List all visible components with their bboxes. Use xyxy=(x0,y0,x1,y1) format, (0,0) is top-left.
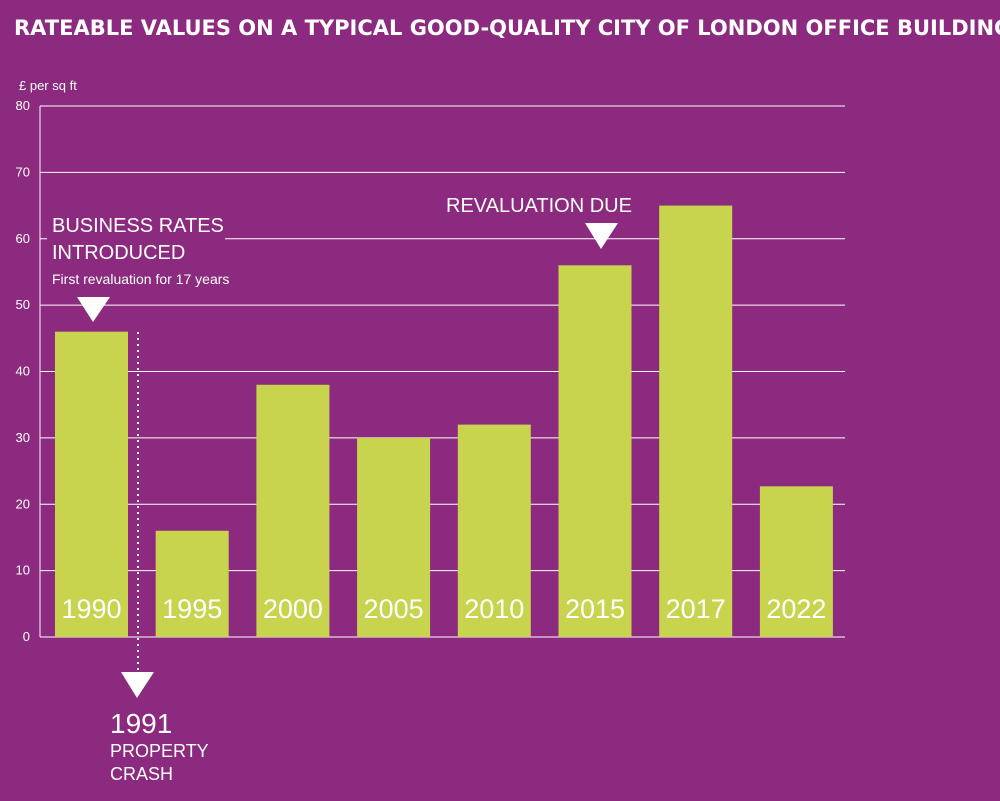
crash-year-label: 1991 xyxy=(110,708,172,739)
bar-2022 xyxy=(759,486,833,637)
bar-label-2022: 2022 xyxy=(766,594,826,624)
y-tick-label-80: 80 xyxy=(16,98,30,113)
bar-labels: 1990 1995 2000 2005 2010 2015 2017 2022 xyxy=(61,594,826,624)
bar-label-1995: 1995 xyxy=(162,594,222,624)
bar-label-2000: 2000 xyxy=(263,594,323,624)
business-rates-label-bg xyxy=(47,208,225,292)
bar-2000 xyxy=(256,384,330,637)
bar-label-1990: 1990 xyxy=(61,594,121,624)
crash-arrow-icon xyxy=(121,672,154,698)
revaluation-due-label: REVALUATION DUE xyxy=(446,195,632,217)
y-tick-label-50: 50 xyxy=(16,297,30,312)
business-rates-arrow-icon xyxy=(77,297,110,322)
bars xyxy=(55,205,833,637)
crash-line2-label: CRASH xyxy=(110,764,173,784)
bar-2010 xyxy=(457,424,531,637)
y-axis-ticks: 0 10 20 30 40 50 60 70 80 xyxy=(16,98,30,644)
revaluation-label-bg xyxy=(440,192,630,218)
bar-label-2015: 2015 xyxy=(565,594,625,624)
y-tick-label-40: 40 xyxy=(16,364,30,379)
bar-label-2010: 2010 xyxy=(464,594,524,624)
bar-1995 xyxy=(155,530,229,637)
business-rates-line2: INTRODUCED xyxy=(52,242,185,264)
bar-1990 xyxy=(55,331,128,637)
bar-2005 xyxy=(357,437,431,637)
y-tick-label-60: 60 xyxy=(16,231,30,246)
y-tick-label-20: 20 xyxy=(16,496,30,511)
bar-2015 xyxy=(558,265,632,637)
bar-label-2005: 2005 xyxy=(364,594,424,624)
business-rates-line1: BUSINESS RATES xyxy=(52,215,224,237)
crash-line1-label: PROPERTY xyxy=(110,741,209,761)
y-tick-label-0: 0 xyxy=(23,629,30,644)
y-tick-label-30: 30 xyxy=(16,430,30,445)
chart-title: RATEABLE VALUES ON A TYPICAL GOOD-QUALIT… xyxy=(14,16,1000,40)
revaluation-arrow-icon xyxy=(585,223,618,249)
y-axis-unit-label: £ per sq ft xyxy=(19,78,77,93)
y-tick-label-70: 70 xyxy=(16,164,30,179)
bar-label-2017: 2017 xyxy=(666,594,726,624)
y-tick-label-10: 10 xyxy=(16,563,30,578)
bar-2017 xyxy=(659,205,733,637)
business-rates-subtext: First revaluation for 17 years xyxy=(52,271,229,287)
